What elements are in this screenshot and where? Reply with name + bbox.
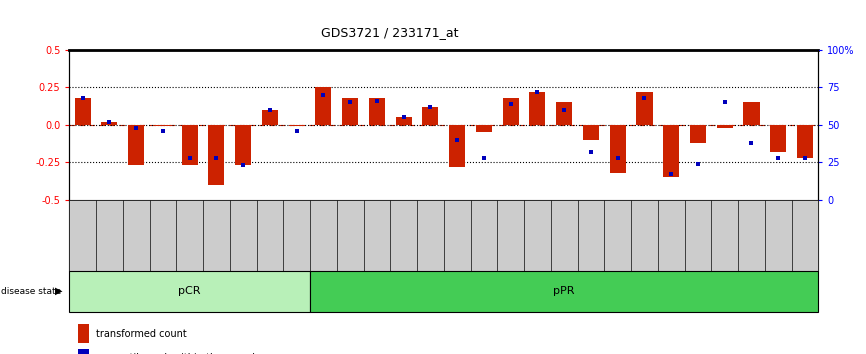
Bar	[637, 92, 652, 125]
Bar	[342, 98, 359, 125]
Text: disease state: disease state	[1, 287, 61, 296]
Bar	[610, 125, 626, 173]
Text: GDS3721 / 233171_at: GDS3721 / 233171_at	[321, 26, 458, 39]
Bar	[396, 117, 411, 125]
Text: pPR: pPR	[553, 286, 575, 296]
Bar	[770, 125, 786, 152]
Text: pCR: pCR	[178, 286, 201, 296]
Bar	[101, 122, 118, 125]
Bar	[743, 102, 759, 125]
Bar	[476, 125, 492, 132]
Bar	[182, 125, 197, 165]
Bar	[690, 125, 706, 143]
Bar	[449, 125, 465, 167]
Text: transformed count: transformed count	[96, 329, 187, 339]
Bar	[529, 92, 546, 125]
Text: percentile rank within the sample: percentile rank within the sample	[96, 353, 262, 354]
Bar	[717, 125, 733, 128]
Bar	[128, 125, 144, 165]
Bar	[288, 125, 305, 126]
Bar	[663, 125, 679, 177]
Bar	[502, 98, 519, 125]
Bar	[797, 125, 813, 158]
Bar	[155, 125, 171, 126]
Text: ▶: ▶	[55, 286, 62, 296]
Bar	[315, 87, 332, 125]
Bar	[209, 125, 224, 185]
Bar	[583, 125, 599, 140]
Bar	[556, 102, 572, 125]
Bar	[262, 110, 278, 125]
Bar	[369, 98, 385, 125]
Bar	[236, 125, 251, 165]
Bar	[423, 107, 438, 125]
Bar	[74, 98, 91, 125]
